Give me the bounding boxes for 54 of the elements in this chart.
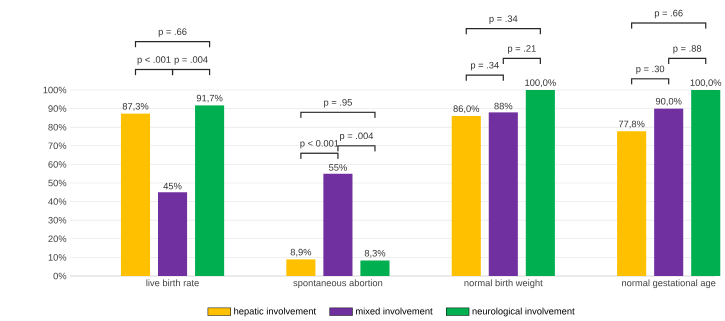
x-tick-label: normal gestational age <box>622 279 716 288</box>
y-tick-label: 90% <box>48 105 66 112</box>
y-tick-label: 40% <box>48 198 66 205</box>
text: p = .34 <box>490 15 518 24</box>
text: p = .004 <box>174 56 208 65</box>
bar <box>654 108 684 276</box>
legend-label: neurological involvement <box>472 308 575 316</box>
bar <box>158 192 188 276</box>
bar <box>488 112 518 276</box>
data-label: 100,0% <box>525 79 556 87</box>
text: p = .34 <box>470 62 499 70</box>
x-tick-label: live birth rate <box>146 279 199 286</box>
y-tick-label: 60% <box>48 161 66 168</box>
bar <box>452 116 481 276</box>
bar <box>195 105 224 276</box>
bar <box>526 90 555 276</box>
data-label: 100,0% <box>690 79 722 87</box>
text: p = .88 <box>673 45 702 54</box>
data-label: 8,9% <box>290 248 312 256</box>
annotation: p < 0.001 <box>300 140 339 148</box>
data-label: 55% <box>328 164 347 171</box>
text: p = .21 <box>508 45 536 54</box>
y-tick-label: 80% <box>48 124 66 130</box>
data-label: 86,0% <box>453 105 480 114</box>
x-tick-label: spontaneous abortion <box>293 279 382 288</box>
y-tick-label: 50% <box>48 180 66 186</box>
data-label: 45% <box>163 182 182 190</box>
y-tick-label: 100% <box>43 86 66 94</box>
data-label: 87,3% <box>122 102 148 111</box>
data-label: 8,3% <box>364 250 386 258</box>
y-tick-label: 70% <box>48 142 66 150</box>
y-tick-label: 10% <box>48 254 66 261</box>
data-label: 90,0% <box>656 98 682 106</box>
x-tick-label: normal birth weight <box>464 279 543 288</box>
bar <box>286 259 316 276</box>
bar <box>617 131 646 276</box>
bar <box>323 174 352 276</box>
text: p = .30 <box>636 66 664 74</box>
y-tick-label: 0% <box>53 272 66 280</box>
bar <box>360 260 390 276</box>
data-label: 88% <box>494 102 512 110</box>
data-label: 91,7% <box>196 94 222 102</box>
y-tick-label: 20% <box>48 235 66 242</box>
text: p = .66 <box>158 28 187 37</box>
data-label: 77,8% <box>618 120 645 128</box>
bar <box>120 114 150 276</box>
annotation: p = .004 <box>340 132 374 141</box>
y-tick-label: 30% <box>48 216 66 224</box>
text: p < .001 <box>138 56 171 65</box>
text: p = .66 <box>654 10 683 18</box>
bar <box>691 90 720 276</box>
legend-label: hepatic involvement <box>234 308 316 316</box>
legend-label: mixed involvement <box>356 308 433 314</box>
annotation: p = .95 <box>324 99 352 108</box>
